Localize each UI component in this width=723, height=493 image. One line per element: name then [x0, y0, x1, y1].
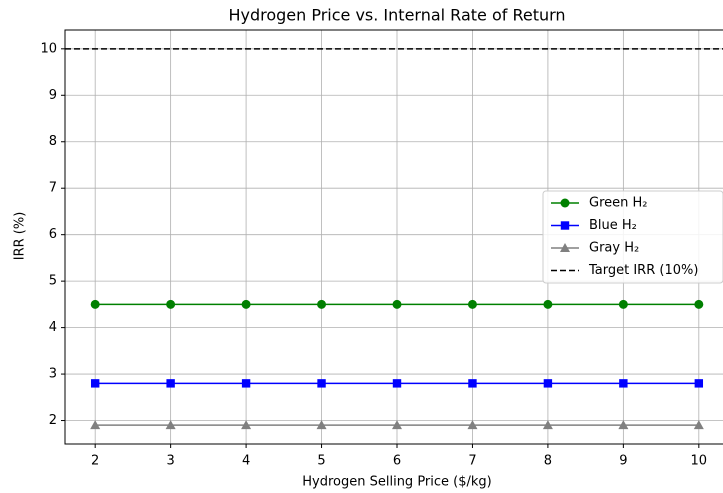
- y-axis-label: IRR (%): [13, 212, 28, 261]
- y-tick-label: 6: [49, 227, 57, 242]
- marker: [392, 299, 402, 309]
- x-tick-label: 5: [317, 454, 325, 469]
- x-tick-label: 9: [619, 454, 627, 469]
- y-tick-label: 10: [40, 41, 57, 56]
- legend-box: [542, 190, 723, 284]
- x-tick-label: 7: [468, 454, 476, 469]
- marker: [392, 420, 402, 430]
- marker: [90, 379, 100, 388]
- marker: [467, 420, 478, 430]
- x-axis-label: Hydrogen Selling Price ($/kg): [302, 475, 491, 490]
- marker: [316, 420, 327, 430]
- y-tick-label: 8: [49, 134, 57, 149]
- marker: [618, 299, 628, 309]
- marker: [90, 299, 100, 309]
- x-tick-label: 3: [166, 454, 174, 469]
- legend-marker: [560, 221, 570, 230]
- y-tick-label: 3: [49, 367, 57, 382]
- marker: [694, 299, 704, 309]
- marker: [543, 379, 553, 388]
- marker: [694, 379, 704, 388]
- marker: [241, 420, 252, 430]
- marker: [317, 299, 327, 309]
- y-tick-label: 4: [49, 320, 57, 335]
- x-tick-label: 10: [691, 454, 708, 469]
- marker: [166, 299, 176, 309]
- marker: [90, 420, 101, 430]
- y-tick-label: 9: [49, 88, 57, 103]
- marker: [165, 420, 176, 430]
- legend-marker: [560, 198, 570, 208]
- y-tick-label: 5: [49, 274, 57, 289]
- x-tick-label: 4: [242, 454, 250, 469]
- plot-frame: [64, 29, 723, 445]
- marker: [542, 420, 553, 430]
- y-tick-label: 7: [49, 181, 57, 196]
- marker: [693, 420, 704, 430]
- marker: [543, 299, 553, 309]
- marker: [392, 379, 402, 388]
- legend: Green H₂ Blue H₂ Gray H₂ Target IRR (10%): [542, 190, 723, 284]
- x-tick-label: 2: [91, 454, 99, 469]
- y-tick-label: 2: [49, 413, 57, 428]
- marker: [317, 379, 326, 388]
- x-tick-label: 8: [544, 454, 552, 469]
- legend-label: Target IRR (10%): [588, 263, 698, 278]
- legend-label: Green H₂: [589, 196, 648, 211]
- marker: [241, 299, 251, 309]
- marker: [166, 379, 175, 388]
- marker: [467, 299, 477, 309]
- marker: [619, 379, 628, 388]
- marker: [241, 379, 251, 388]
- marker: [618, 420, 629, 430]
- marker: [468, 379, 477, 388]
- x-tick-label: 6: [393, 454, 401, 469]
- chart-title: Hydrogen Price vs. Internal Rate of Retu…: [228, 6, 565, 25]
- legend-label: Blue H₂: [589, 218, 637, 233]
- legend-label: Gray H₂: [589, 241, 639, 256]
- legend-marker: [560, 243, 570, 252]
